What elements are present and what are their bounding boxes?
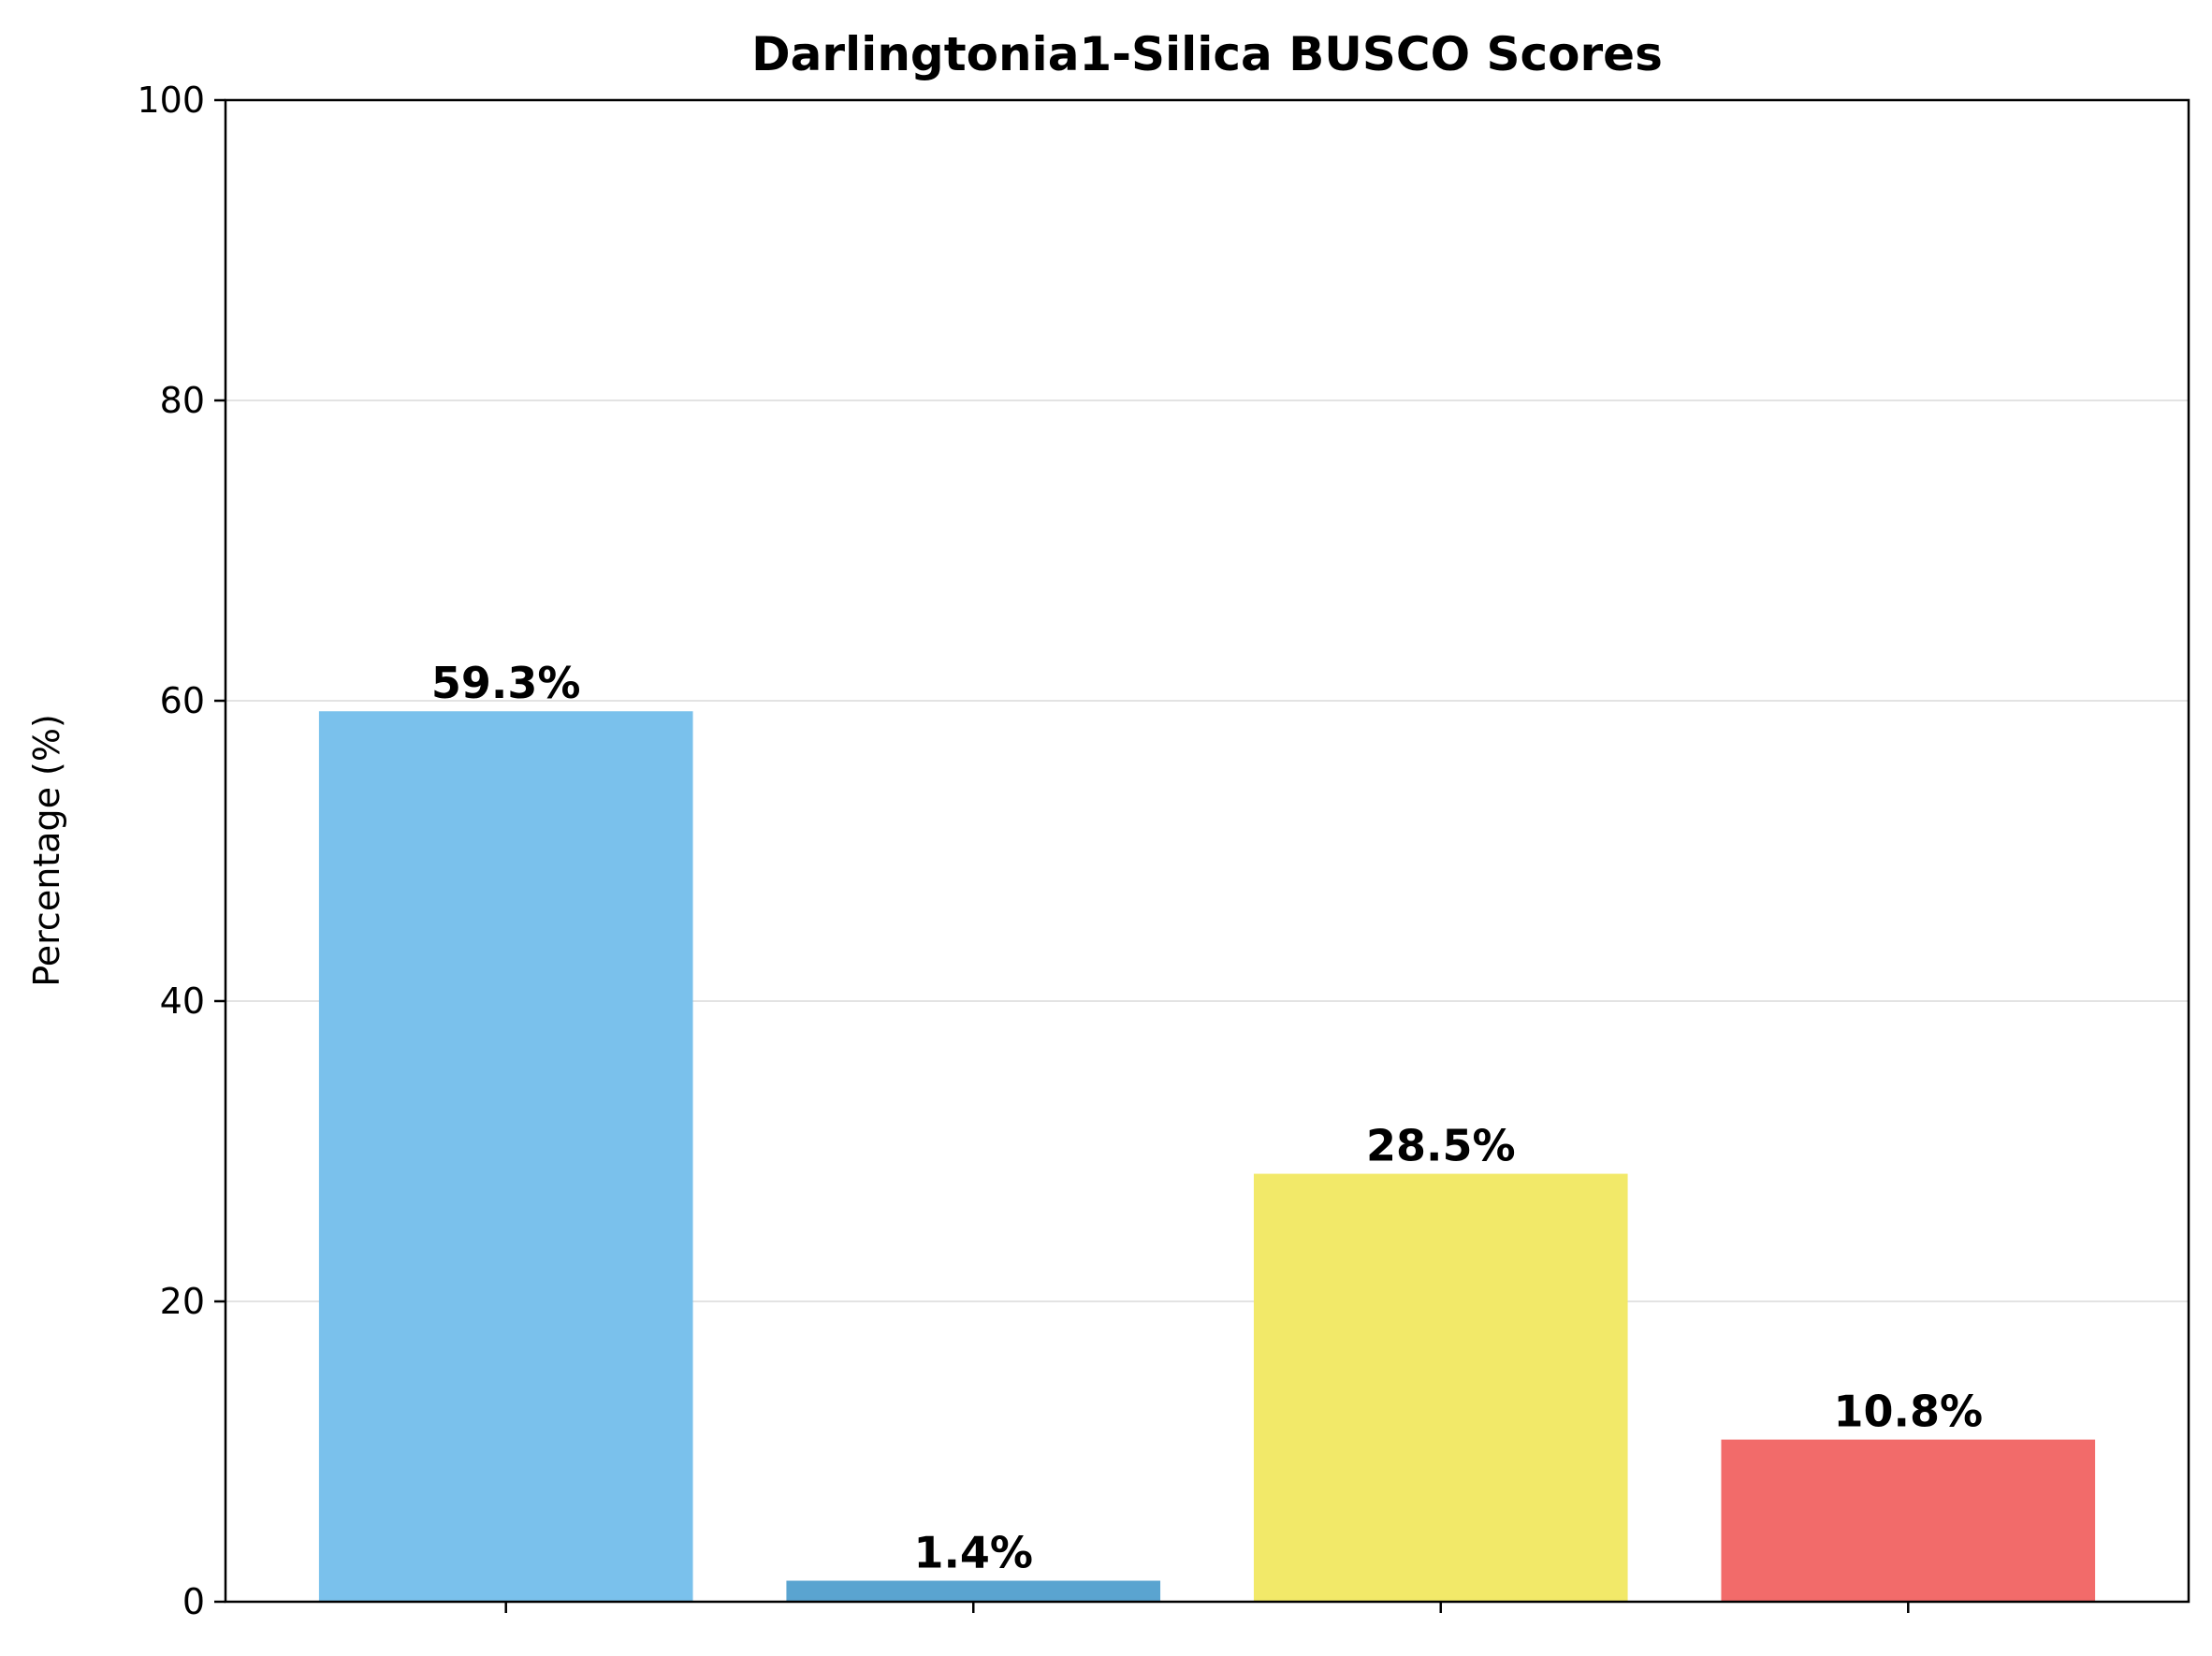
bar-value-label: 10.8% xyxy=(1833,1387,1983,1437)
y-axis-ticks: 0 20 40 60 80 100 xyxy=(137,80,226,1622)
y-axis-label: Percentage (%) xyxy=(26,714,67,987)
plot-frame xyxy=(224,98,2190,1604)
y-tick-label: 100 xyxy=(137,80,205,121)
bar xyxy=(786,1580,1161,1602)
y-tick-label: 20 xyxy=(160,1281,205,1322)
y-tick-label: 60 xyxy=(160,680,205,721)
bar xyxy=(1253,1173,1628,1602)
bar xyxy=(318,711,693,1602)
y-tick-label: 80 xyxy=(160,380,205,421)
bar xyxy=(1721,1439,2096,1602)
bar-value-label: 1.4% xyxy=(913,1528,1033,1578)
chart-title: Darlingtonia1-Silica BUSCO Scores xyxy=(751,27,1663,81)
y-tick-label: 40 xyxy=(160,981,205,1022)
x-axis-ticks xyxy=(504,1602,1910,1613)
y-tick-label: 0 xyxy=(182,1581,205,1622)
bar-value-label: 59.3% xyxy=(431,658,581,708)
data-labels: 59.3% 1.4% 28.5% 10.8% xyxy=(431,658,1983,1577)
bar-value-label: 28.5% xyxy=(1366,1121,1516,1171)
bars xyxy=(318,711,2096,1602)
